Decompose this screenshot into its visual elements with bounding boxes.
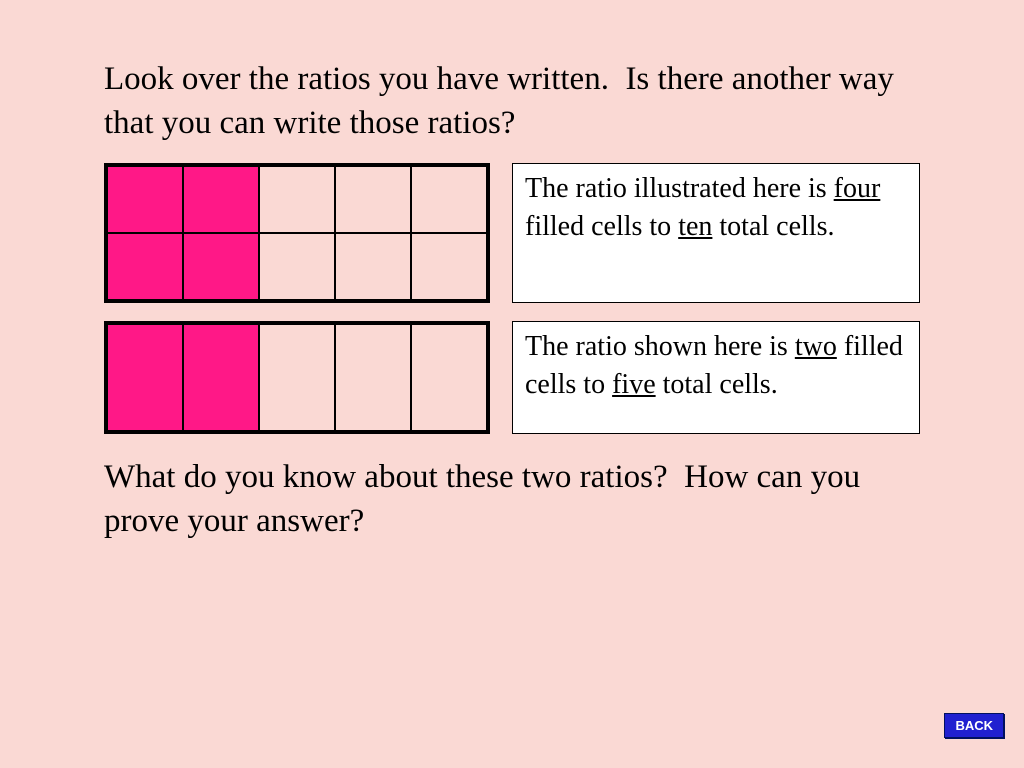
empty-cell [335,233,411,300]
empty-cell [411,324,487,431]
empty-cell [335,166,411,233]
diagram-row-0: The ratio illustrated here is four fille… [104,163,920,303]
back-button[interactable]: BACK [944,713,1004,738]
slide-content: Look over the ratios you have written. I… [0,0,1024,543]
ratio-grid-0 [104,163,490,303]
filled-cell [183,324,259,431]
ratio-description-1: The ratio shown here is two filled cells… [512,321,920,434]
ratio-description-0: The ratio illustrated here is four fille… [512,163,920,303]
empty-cell [259,233,335,300]
empty-cell [259,324,335,431]
outro-text: What do you know about these two ratios?… [104,456,920,543]
empty-cell [259,166,335,233]
diagram-row-1: The ratio shown here is two filled cells… [104,321,920,434]
filled-cell [183,166,259,233]
filled-cell [107,324,183,431]
empty-cell [335,324,411,431]
filled-cell [107,166,183,233]
filled-cell [183,233,259,300]
filled-cell [107,233,183,300]
empty-cell [411,166,487,233]
intro-text: Look over the ratios you have written. I… [104,58,920,145]
empty-cell [411,233,487,300]
ratio-grid-1 [104,321,490,434]
